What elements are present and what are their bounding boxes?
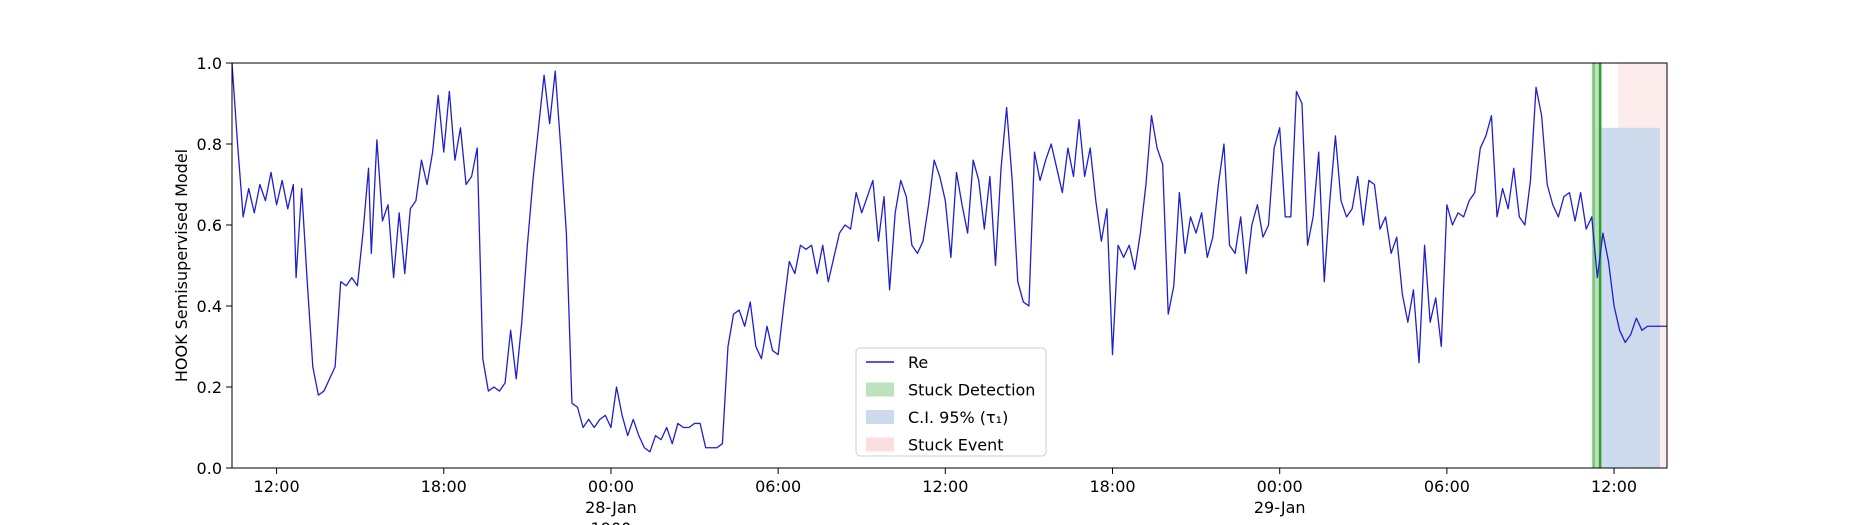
legend: Re Stuck Detection C.I. 95% (τ₁) Stuck Even… (855, 347, 1047, 457)
legend-label: Stuck Detection (908, 381, 1035, 400)
x-tick-label: 18:00 (1089, 477, 1135, 496)
event-bands (1591, 63, 1667, 469)
y-tick-label: 0.2 (197, 378, 222, 397)
y-axis: 0.0 0.2 0.4 0.6 0.8 1.0 (197, 54, 232, 478)
confidence-interval-band (1593, 127, 1661, 469)
x-tick-label: 12:00 (1591, 477, 1637, 496)
x-tick-label: 00:00 (588, 477, 634, 496)
y-tick-label: 1.0 (197, 54, 222, 73)
x-tick-label: 12:00 (922, 477, 968, 496)
legend-patch-swatch (866, 437, 894, 452)
legend-label: C.I. 95% (τ₁) (908, 408, 1008, 427)
series-line-re (231, 62, 1667, 453)
legend-patch-swatch (866, 410, 894, 424)
y-tick-label: 0.6 (197, 216, 222, 235)
series-layer (231, 62, 1667, 453)
x-axis: 12:00 18:00 00:00 28-Jan 1900 06:00 12:00 18:00… (254, 468, 1637, 525)
x-tick-label: 00:00 (1257, 477, 1303, 496)
legend-box (855, 347, 1047, 457)
x-tick-label: 12:00 (254, 477, 300, 496)
y-tick-label: 0.4 (197, 297, 222, 316)
x-tick-year-label: 1900 (591, 519, 632, 525)
y-axis-label: HOOK Semisupervised Model (172, 149, 191, 382)
x-tick-date-label: 28-Jan (585, 498, 637, 517)
plot-frame (231, 62, 1668, 469)
x-tick-date-label: 29-Jan (1254, 498, 1306, 517)
legend-patch-swatch (866, 382, 894, 397)
legend-label: Re (908, 353, 928, 372)
y-tick-label: 0.0 (197, 459, 222, 478)
legend-label: Stuck Event (908, 436, 1004, 455)
y-tick-label: 0.8 (197, 135, 222, 154)
x-tick-label: 18:00 (421, 477, 467, 496)
x-tick-label: 06:00 (1424, 477, 1470, 496)
x-tick-label: 06:00 (755, 477, 801, 496)
